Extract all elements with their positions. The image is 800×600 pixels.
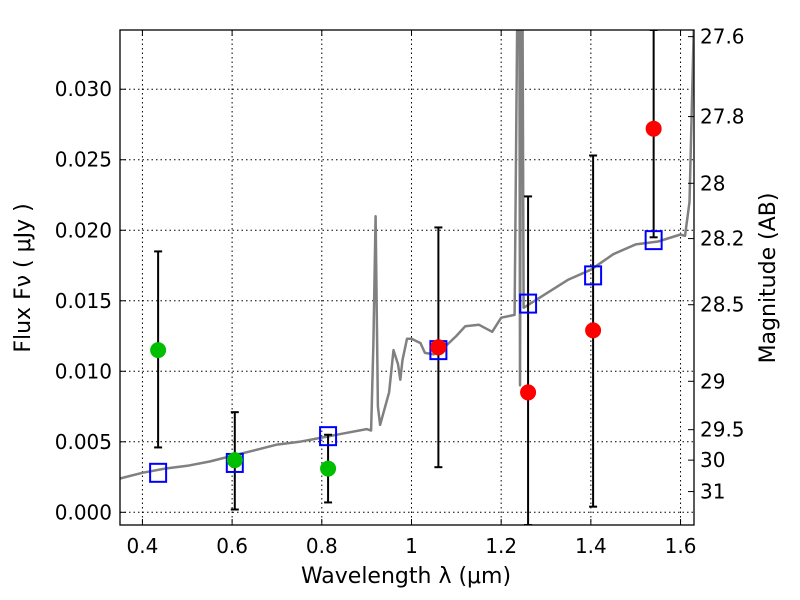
right-tick-label: 31 — [700, 480, 725, 504]
model-band-square — [644, 230, 663, 251]
y-tick-label: 0.005 — [55, 430, 112, 454]
detection-point — [320, 460, 337, 477]
upper-limit-point — [645, 120, 662, 137]
y-tick-label: 0.015 — [55, 289, 112, 313]
grid — [120, 30, 694, 525]
x-tick-label: 0.6 — [216, 534, 248, 558]
axis-ticks: 0.4 0.6 0.8 1 1.2 1.4 1.6 0.000 0.005 0.010 0.015 0… — [55, 25, 745, 558]
detection-point — [226, 452, 243, 469]
right-tick-label: 27.6 — [700, 25, 745, 49]
model-band-square — [319, 426, 338, 447]
y-tick-label: 0.010 — [55, 359, 112, 383]
right-tick-label: 27.8 — [700, 105, 745, 129]
upper-limit-point — [585, 322, 602, 339]
right-tick-label: 29 — [700, 369, 725, 393]
y-tick-label: 0.025 — [55, 148, 112, 172]
x-tick-label: 1.6 — [665, 534, 697, 558]
x-tick-label: 1.2 — [485, 534, 517, 558]
x-tick-label: 0.8 — [306, 534, 338, 558]
model-band-square — [149, 462, 168, 483]
x-axis-label: Wavelength λ (μm) — [301, 564, 511, 589]
upper-limit-point — [430, 339, 447, 356]
y-tick-label: 0.030 — [55, 77, 112, 101]
y-axis-label: Flux Fν ( μJy ) — [11, 203, 36, 352]
model-band-square — [519, 293, 538, 314]
spectrum-line — [120, 30, 694, 480]
upper-limit-point — [520, 384, 537, 401]
right-tick-label: 28 — [700, 171, 725, 195]
x-tick-label: 1.4 — [575, 534, 607, 558]
plot-area — [120, 30, 694, 525]
plot-background — [120, 30, 694, 525]
right-tick-label: 28.2 — [700, 227, 745, 251]
x-tick-label: 0.4 — [127, 534, 159, 558]
y-tick-label: 0.020 — [55, 218, 112, 242]
right-tick-label: 28.5 — [700, 293, 745, 317]
right-tick-label: 30 — [700, 448, 725, 472]
detection-point — [150, 342, 167, 359]
model-band-square — [584, 265, 603, 286]
x-tick-label: 1 — [405, 534, 418, 558]
y-tick-label: 0.000 — [55, 500, 112, 524]
right-tick-label: 29.5 — [700, 418, 745, 442]
plot-frame — [119, 29, 695, 526]
right-axis-label: Magnitude (AB) — [756, 193, 781, 364]
